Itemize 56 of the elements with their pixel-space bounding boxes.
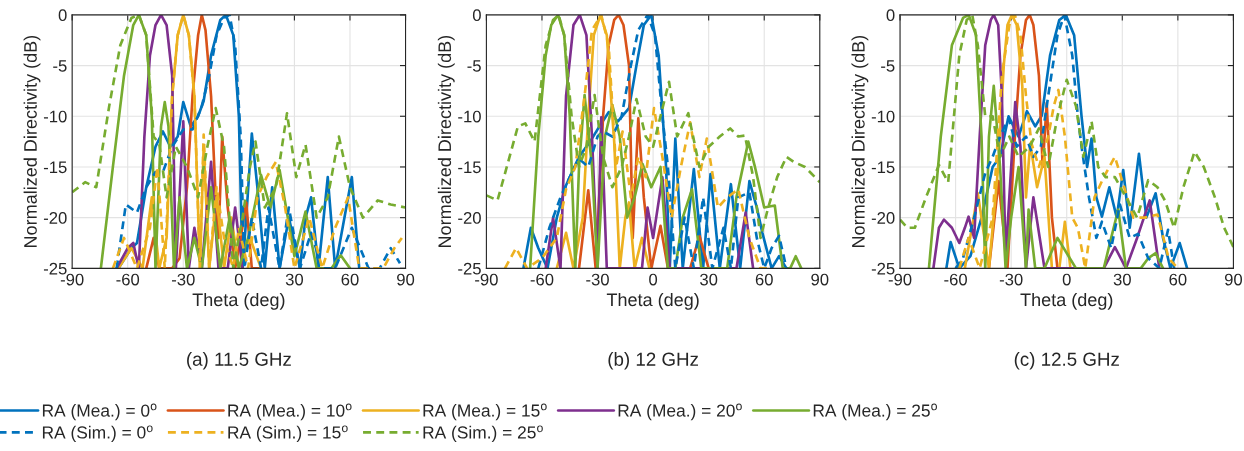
x-tick-label: 90 [811,273,829,286]
y-axis-title: Normalized Directivity (dB) [851,35,869,247]
y-tick-label: 0 [886,9,895,22]
y-tick-label: 0 [58,9,67,22]
y-tick-label: -5 [467,60,481,72]
y-tick-label: -15 [458,161,481,174]
x-tick-label: 30 [1113,273,1131,286]
x-tick-label: 0 [234,273,243,286]
y-tick-label: -5 [881,60,895,72]
x-tick-label: 0 [649,273,658,286]
y-tick-label: -20 [458,212,481,224]
text: (c) 12.5 GHz [1014,352,1119,370]
x-tick-label: 60 [755,273,773,286]
x-tick-label: 30 [700,273,718,286]
y-tick-label: 0 [472,9,481,22]
y-tick-label: -25 [871,262,895,275]
y-tick-label: -10 [871,110,895,123]
y-tick-label: -20 [43,212,67,224]
legend-label: RA (Mea.) = 25$^{o}$ [813,403,937,421]
y-tick-label: -10 [43,110,67,123]
y-tick-label: -20 [871,212,895,224]
y-axis-title: Normalized Directivity (dB) [437,35,455,247]
y-tick-label: -15 [871,161,895,174]
x-tick-label: -30 [586,273,609,286]
y-tick-label: -10 [458,110,481,123]
y-tick-label: -15 [43,161,67,174]
x-tick-label: -90 [60,273,84,286]
x-tick-label: -60 [530,273,554,286]
y-tick-label: -5 [53,60,67,72]
legend-label: RA (Mea.) = 20$^{o}$ [618,403,742,421]
x-tick-label: 90 [397,273,415,286]
text: (b) 12 GHz [608,352,699,370]
legend-label: RA (Mea.) = 15$^{o}$ [423,403,547,421]
x-tick-label: -30 [999,273,1023,286]
text: (a) 11.5 GHz [187,352,291,370]
y-axis-title: Normalized Directivity (dB) [23,35,41,247]
x-axis-title: Theta (deg) [192,292,285,310]
legend-label: RA (Sim.) = 15$^{o}$ [228,425,348,443]
x-tick-label: -60 [944,273,967,286]
y-tick-label: -25 [43,262,67,275]
legend-label: RA (Sim.) = 0$^{o}$ [42,425,153,443]
x-axis-title: Theta (deg) [1020,292,1113,310]
x-tick-label: -90 [475,273,498,286]
x-tick-label: -30 [171,273,195,286]
x-tick-label: -60 [116,273,140,286]
x-axis-title: Theta (deg) [606,292,699,310]
x-tick-label: 60 [341,273,359,286]
x-tick-label: -90 [888,273,912,286]
legend-label: RA (Mea.) = 10$^{o}$ [228,403,352,421]
x-tick-label: 30 [285,273,304,286]
legend-label: RA (Sim.) = 25$^{o}$ [423,425,543,443]
x-tick-label: 90 [1224,273,1243,286]
y-tick-label: -25 [458,262,481,275]
legend-label: RA (Mea.) = 0$^{o}$ [42,403,157,421]
x-tick-label: 0 [1062,273,1071,286]
x-tick-label: 60 [1169,273,1187,286]
